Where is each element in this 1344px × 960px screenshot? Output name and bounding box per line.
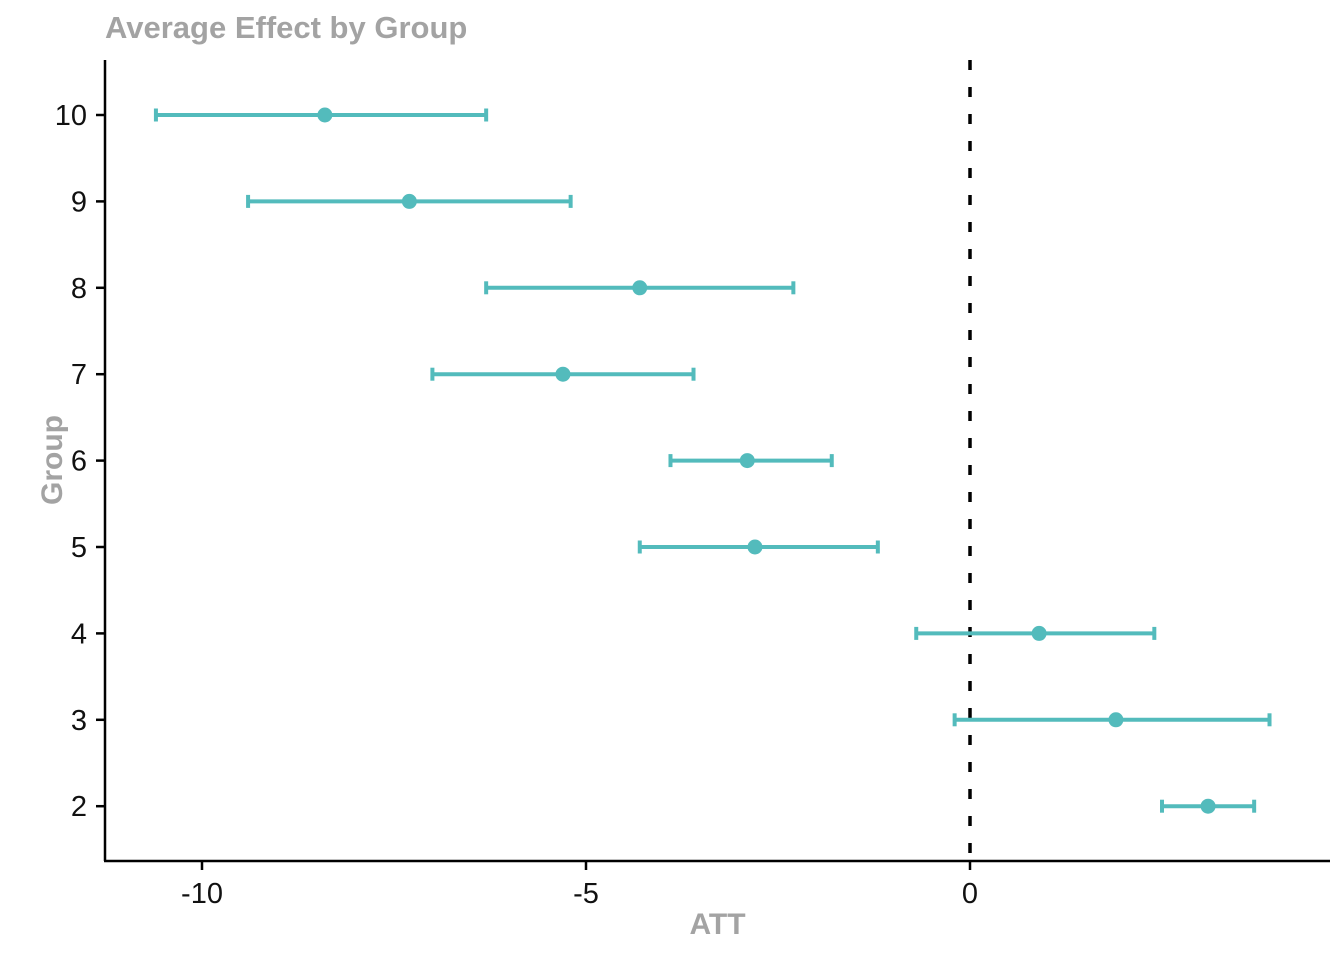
y-tick-label: 6 (71, 446, 87, 478)
y-tick-label: 10 (55, 100, 87, 132)
y-tick-label: 8 (71, 273, 87, 305)
x-tick-label: -10 (181, 878, 223, 910)
x-axis-title: ATT (689, 908, 746, 941)
chart-title: Average Effect by Group (105, 10, 468, 45)
data-point (555, 366, 571, 382)
x-tick-label: -5 (573, 878, 599, 910)
y-tick-label: 5 (71, 532, 87, 564)
y-tick-label: 3 (71, 705, 87, 737)
data-point (1200, 798, 1216, 814)
y-tick-label: 9 (71, 186, 87, 218)
data-point (401, 193, 417, 209)
data-point (1031, 625, 1047, 641)
data-point (317, 107, 333, 123)
data-point (632, 280, 648, 296)
data-point (739, 453, 755, 469)
y-tick-label: 2 (71, 791, 87, 823)
y-tick-label: 4 (71, 618, 87, 650)
x-tick-label: 0 (962, 878, 978, 910)
data-point (747, 539, 763, 555)
y-tick-label: 7 (71, 359, 87, 391)
data-point (1108, 712, 1124, 728)
